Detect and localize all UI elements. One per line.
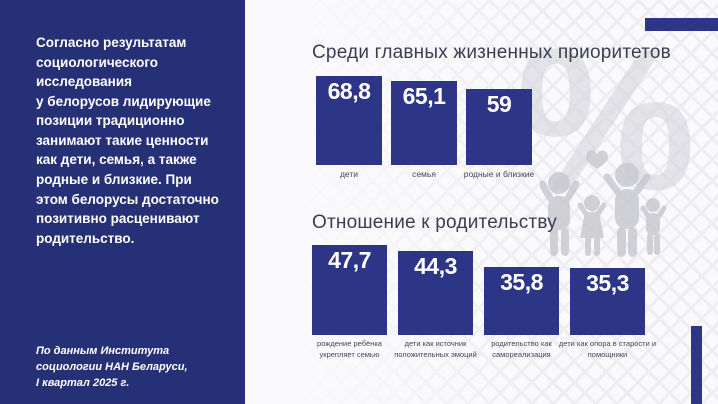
chart2-title: Отношение к родительству — [312, 212, 557, 233]
bar-value-label: 59 — [486, 91, 512, 117]
bar-category-label: дети как опора в старости и помощники — [558, 339, 657, 359]
chart1-title: Среди главных жизненных приоритетов — [312, 42, 671, 63]
bar-value-label: 68,8 — [327, 78, 371, 104]
chart2-bar-group: 47,7 рождение ребёнка укрепляет семью 44,3… — [312, 245, 656, 359]
top-right-accent-bar — [645, 18, 718, 31]
bar-category-label: дети — [339, 169, 359, 179]
bar-column: 47,7 рождение ребёнка укрепляет семью — [312, 245, 387, 359]
family-icon — [540, 150, 667, 257]
chart1-bar-group: 68,8 дети 65,1 семья 59 родные и близкие — [316, 76, 534, 179]
bar-category-label: родные и близкие — [463, 169, 535, 179]
bar-value-label: 65,1 — [402, 83, 446, 109]
bar-column: 68,8 дети — [316, 76, 382, 179]
bar: 68,8 — [316, 76, 382, 165]
bar-value-label: 47,7 — [328, 247, 371, 273]
bar: 35,8 — [484, 267, 559, 335]
bottom-right-accent-bar — [691, 326, 702, 404]
bar-category-label: рождение ребёнка укрепляет семью — [317, 339, 382, 359]
summary-paragraph: Согласно результатам социологического ис… — [36, 35, 219, 246]
bar-column: 35,8 родительство как самореализация — [484, 267, 559, 359]
bar: 44,3 — [398, 251, 473, 335]
bar-value-label: 35,3 — [586, 270, 629, 296]
bar-column: 59 родные и близкие — [464, 89, 534, 179]
bar-category-label: семья — [412, 169, 436, 179]
source-note: По данным Института социологии НАН Белар… — [36, 345, 188, 389]
left-summary-panel: Согласно результатам социологического ис… — [0, 0, 245, 404]
bar: 65,1 — [391, 81, 457, 165]
bar: 59 — [466, 89, 532, 165]
bar: 35,3 — [570, 268, 645, 335]
bar-value-label: 44,3 — [414, 253, 457, 279]
bar: 47,7 — [312, 245, 387, 335]
bar-value-label: 35,8 — [500, 269, 543, 295]
bar-category-label: дети как источник положительных эмоций — [394, 339, 477, 359]
bar-column: 35,3 дети как опора в старости и помощник… — [559, 268, 656, 359]
bar-category-label: родительство как самореализация — [491, 339, 552, 359]
bar-column: 65,1 семья — [391, 81, 457, 179]
bar-column: 44,3 дети как источник положительных эмоц… — [394, 251, 477, 359]
